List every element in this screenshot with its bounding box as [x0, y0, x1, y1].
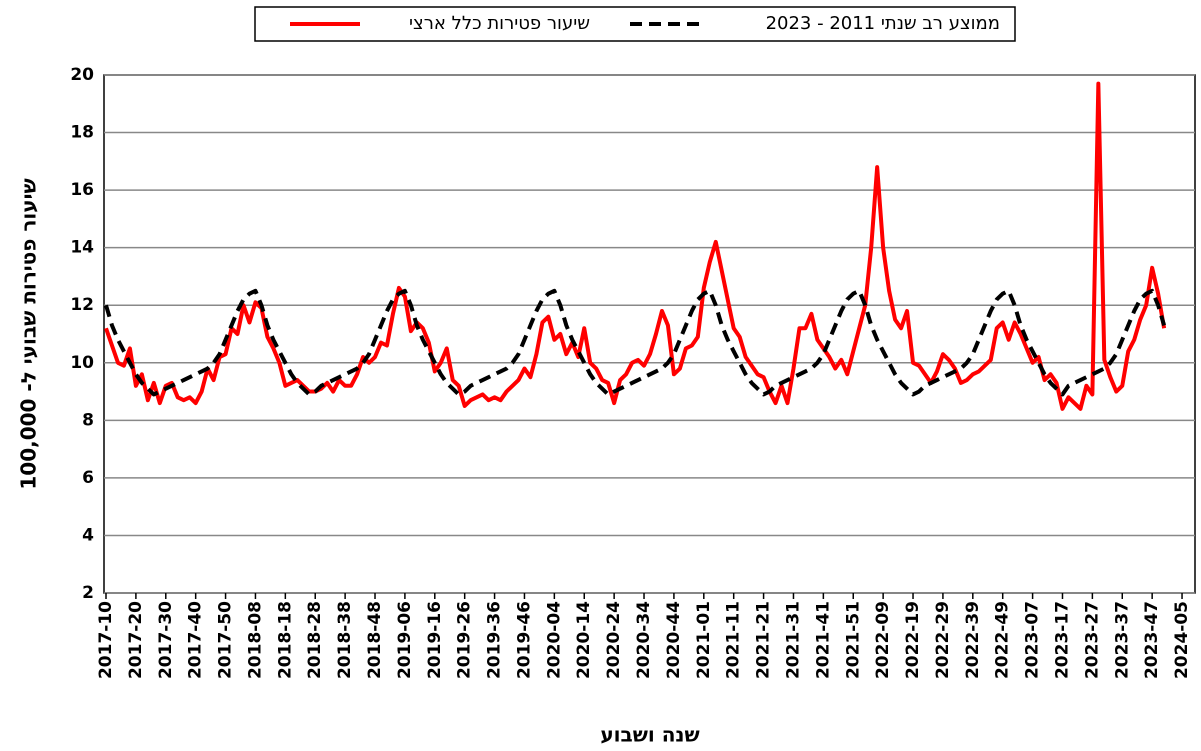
x-tick-label: 2018-18 [275, 601, 295, 679]
x-tick-label: 2020-04 [544, 601, 564, 679]
x-tick-label: 2017-50 [216, 601, 236, 679]
x-axis-title: שנה ושבוע [600, 723, 699, 747]
x-tick-label: 2020-14 [574, 601, 594, 679]
y-tick-label: 10 [70, 353, 94, 373]
x-tick-label: 2019-16 [425, 601, 445, 679]
y-tick-label: 2 [82, 583, 94, 603]
y-tick-label: 6 [82, 468, 94, 488]
x-tick-label: 2021-11 [724, 601, 744, 679]
y-tick-label: 4 [82, 525, 94, 545]
x-tick-label: 2021-31 [783, 601, 803, 679]
x-tick-label: 2017-20 [126, 601, 146, 679]
x-tick-label: 2023-27 [1082, 601, 1102, 679]
x-tick-label: 2018-48 [365, 601, 385, 679]
y-tick-label: 8 [82, 410, 94, 430]
legend-label: שיעור פטירות כלל ארצי [409, 13, 590, 34]
series-line [104, 81, 1167, 411]
x-tick-label: 2023-37 [1112, 601, 1132, 679]
x-tick-label: 2018-38 [335, 601, 355, 679]
x-tick-label: 2023-17 [1052, 601, 1072, 679]
x-tick-label: 2018-28 [305, 601, 325, 679]
x-tick-label: 2021-51 [843, 601, 863, 679]
x-tick-label: 2020-44 [664, 601, 684, 679]
x-tick-label: 2023-47 [1142, 601, 1162, 679]
x-tick-label: 2021-41 [813, 601, 833, 679]
x-tick-label: 2021-01 [694, 601, 714, 679]
x-tick-label: 2019-46 [514, 601, 534, 679]
x-tick-label: 2019-06 [395, 601, 415, 679]
y-tick-label: 20 [70, 65, 94, 85]
x-tick-label: 2020-24 [604, 601, 624, 679]
x-tick-label: 2023-07 [1023, 601, 1043, 679]
y-tick-label: 18 [70, 123, 94, 143]
x-tick-label: 2020-34 [634, 601, 654, 679]
y-tick-label: 14 [70, 238, 94, 258]
legend-label: ממוצע רב שנתי 2011 - 2023 [766, 13, 1000, 34]
series-line [104, 288, 1167, 397]
x-tick-label: 2018-08 [245, 601, 265, 679]
x-tick-label: 2017-40 [186, 601, 206, 679]
x-tick-label: 2022-19 [903, 601, 923, 679]
x-tick-label: 2021-21 [754, 601, 774, 679]
y-axis-title: שיעור פטירות שבועי ל- 100,000 [17, 178, 41, 489]
x-tick-label: 2022-39 [963, 601, 983, 679]
x-tick-label: 2017-10 [96, 601, 116, 679]
x-tick-label: 2022-29 [933, 601, 953, 679]
x-tick-label: 2019-26 [455, 601, 475, 679]
x-tick-label: 2022-49 [993, 601, 1013, 679]
y-tick-label: 16 [70, 180, 94, 200]
x-tick-label: 2022-09 [873, 601, 893, 679]
x-tick-label: 2019-36 [485, 601, 505, 679]
x-tick-label: 2017-30 [156, 601, 176, 679]
y-tick-label: 12 [70, 295, 94, 315]
x-tick-label: 2024-05 [1172, 601, 1192, 679]
